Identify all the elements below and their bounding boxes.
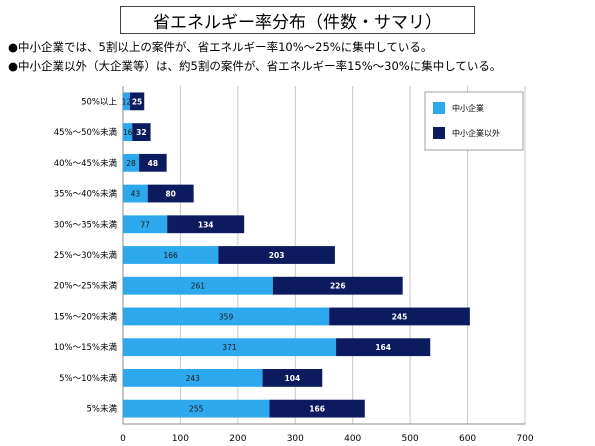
page-title-text: 省エネルギー率分布（件数・サマリ） bbox=[153, 12, 442, 33]
bar-sme bbox=[123, 307, 330, 326]
data-label: 255 bbox=[189, 405, 204, 414]
data-label: 203 bbox=[269, 251, 285, 260]
bar-non-sme bbox=[132, 123, 151, 142]
y-category-label: 40%〜45%未満 bbox=[54, 158, 118, 169]
bar-sme bbox=[123, 246, 219, 264]
legend-swatch-sme bbox=[433, 102, 445, 114]
bar-sme bbox=[123, 399, 270, 418]
bar-sme bbox=[123, 184, 148, 203]
x-tick-label: 500 bbox=[402, 434, 419, 444]
x-tick-label: 100 bbox=[172, 434, 189, 444]
stacked-bar-chart: 0 100 200 300 400 500 600 700 50%以上 12 25 45%〜50%未満… bbox=[54, 86, 534, 444]
bar-non-sme bbox=[272, 276, 403, 295]
x-tick-label: 300 bbox=[287, 434, 304, 444]
x-tick-label: 700 bbox=[516, 434, 533, 444]
y-category-label: 10%〜15%未満 bbox=[54, 342, 118, 353]
bar-non-sme bbox=[139, 153, 167, 172]
data-label: 261 bbox=[191, 282, 206, 291]
bar-non-sme bbox=[269, 399, 365, 418]
y-category-label: 5%未満 bbox=[87, 404, 118, 415]
x-tick-label: 400 bbox=[344, 434, 361, 444]
data-label: 164 bbox=[375, 343, 391, 352]
bar-sme bbox=[123, 153, 140, 172]
y-category-label: 50%以上 bbox=[81, 97, 117, 107]
data-label: 166 bbox=[164, 251, 179, 260]
y-category-label: 20%〜25%未満 bbox=[54, 281, 118, 292]
bar-non-sme bbox=[329, 307, 470, 326]
data-label: 12 bbox=[122, 97, 132, 106]
data-label: 48 bbox=[148, 159, 158, 168]
data-label: 134 bbox=[198, 220, 214, 229]
summary-notes: ●中小企業では、5割以上の案件が、省エネルギー率10%〜25%に集中している。 … bbox=[8, 38, 588, 76]
data-label: 28 bbox=[126, 159, 136, 168]
legend-label: 中小企業 bbox=[452, 103, 484, 113]
data-label: 166 bbox=[309, 405, 325, 414]
bar-sme bbox=[123, 215, 168, 234]
data-label: 80 bbox=[165, 190, 175, 199]
data-label: 371 bbox=[222, 343, 237, 352]
x-tick-label: 200 bbox=[229, 434, 246, 444]
data-label: 77 bbox=[140, 220, 150, 229]
data-label: 245 bbox=[392, 312, 408, 321]
data-label: 104 bbox=[285, 374, 301, 383]
bar-sme bbox=[123, 92, 130, 111]
summary-line-sme: ●中小企業では、5割以上の案件が、省エネルギー率10%〜25%に集中している。 bbox=[8, 40, 433, 54]
legend-swatch-non-sme bbox=[433, 127, 445, 139]
bar-non-sme bbox=[167, 215, 245, 234]
legend-label: 中小企業以外 bbox=[452, 128, 500, 138]
page-title: 省エネルギー率分布（件数・サマリ） bbox=[120, 6, 475, 34]
bar-sme bbox=[123, 338, 337, 357]
y-category-label: 15%〜20%未満 bbox=[54, 311, 118, 322]
y-category-label: 5%〜10%未満 bbox=[59, 373, 117, 384]
x-tick-label: 600 bbox=[459, 434, 476, 444]
bar-non-sme bbox=[129, 92, 145, 111]
bar-sme bbox=[123, 276, 273, 295]
data-label: 226 bbox=[330, 282, 346, 291]
bar-sme bbox=[123, 368, 263, 387]
y-category-label: 45%〜50%未満 bbox=[54, 127, 118, 138]
y-category-label: 25%〜30%未満 bbox=[54, 250, 118, 261]
bar-non-sme bbox=[336, 338, 431, 357]
data-label: 16 bbox=[123, 128, 133, 137]
bar-non-sme bbox=[262, 368, 323, 387]
bar-non-sme bbox=[147, 184, 194, 203]
legend-box bbox=[424, 91, 524, 151]
data-label: 32 bbox=[136, 128, 146, 137]
x-tick-label: 0 bbox=[120, 434, 126, 444]
bar-sme bbox=[123, 123, 133, 142]
summary-line-non-sme: ●中小企業以外（大企業等）は、約5割の案件が、省エネルギー率15%〜30%に集中… bbox=[8, 59, 502, 73]
bar-non-sme bbox=[218, 246, 335, 264]
data-label: 359 bbox=[219, 312, 234, 321]
data-label: 43 bbox=[131, 190, 141, 199]
y-category-label: 30%〜35%未満 bbox=[54, 219, 118, 230]
data-label: 243 bbox=[186, 374, 201, 383]
data-label: 25 bbox=[132, 97, 142, 106]
y-category-label: 35%〜40%未満 bbox=[54, 189, 118, 200]
